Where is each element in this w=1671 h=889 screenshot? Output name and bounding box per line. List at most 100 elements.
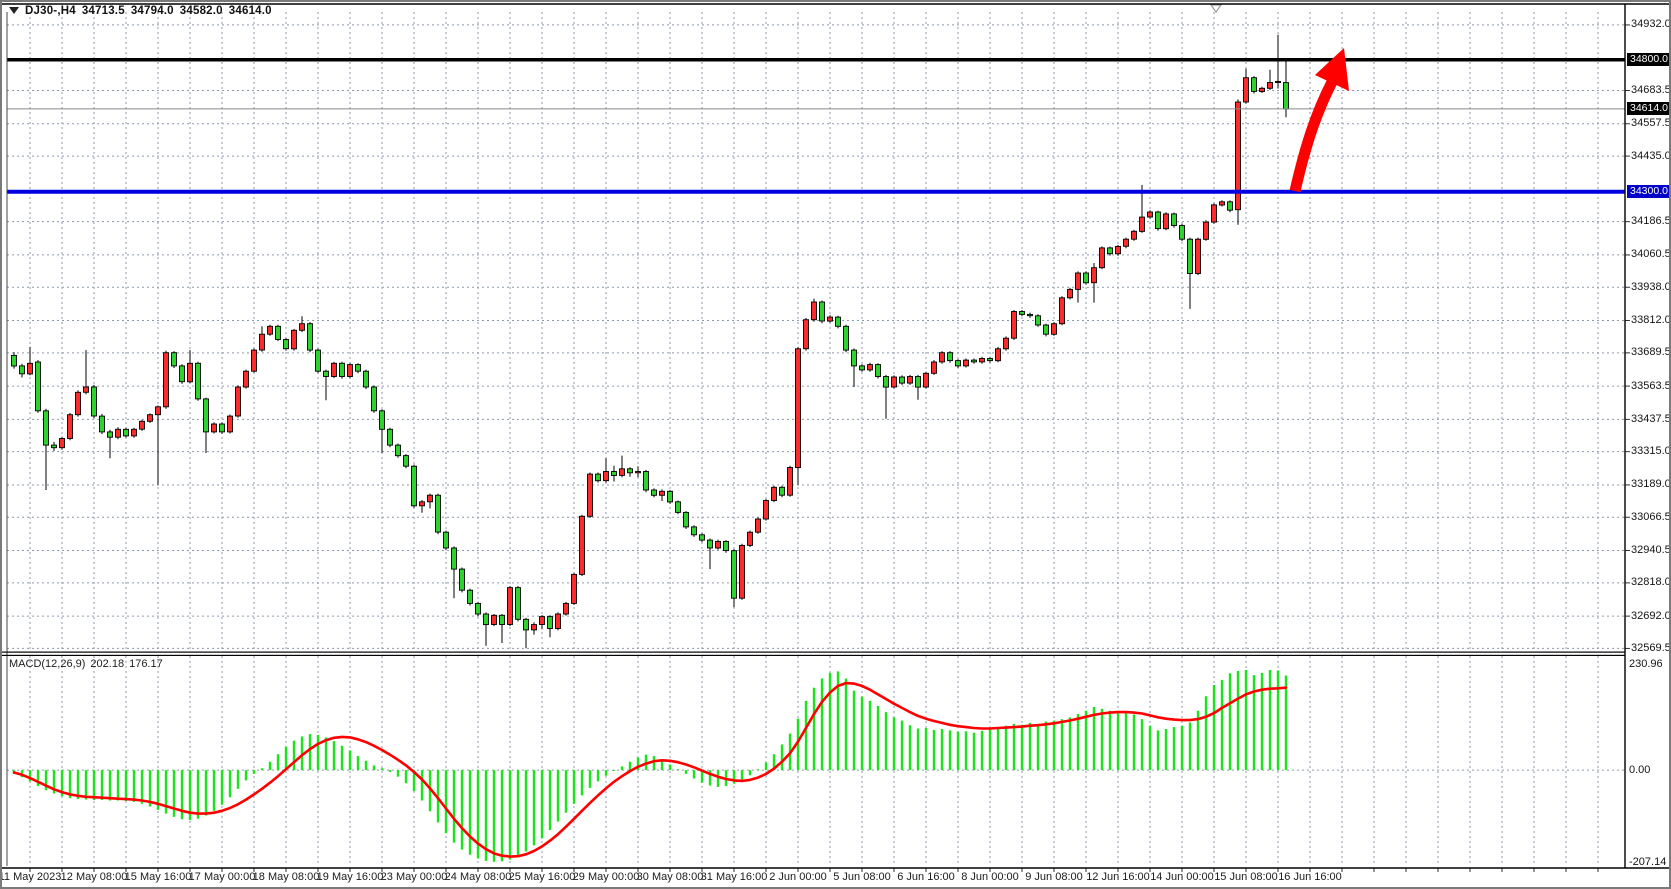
candle-body [227, 415, 233, 433]
candle-body [1203, 221, 1209, 240]
candle-body [523, 618, 529, 631]
candle-body [475, 602, 481, 615]
candle-body [563, 602, 569, 615]
candle-body [1115, 245, 1121, 255]
candle-body [843, 325, 849, 351]
candle-body [115, 428, 121, 438]
candle-body [299, 323, 305, 331]
candle-body [387, 428, 393, 446]
candle-body [363, 370, 369, 388]
candle-body [19, 365, 25, 375]
candle-body [1155, 211, 1161, 230]
candle-body [651, 489, 657, 496]
macd-signal-line [12, 681, 1288, 858]
candle-body [851, 349, 857, 367]
candle-body [147, 414, 153, 422]
candle-body [459, 568, 465, 591]
candle-body [467, 589, 473, 604]
candle-body [1187, 238, 1193, 274]
candle-body [699, 534, 705, 541]
macd-signal-value: 176.17 [129, 658, 163, 670]
candle-body [787, 467, 793, 496]
candle-body [1219, 201, 1225, 206]
candlestick-series [11, 34, 1289, 649]
candle-body [1147, 211, 1153, 218]
candle-body [1043, 324, 1049, 335]
candle-body [1235, 101, 1241, 211]
candle-body [763, 500, 769, 520]
candle-body [251, 349, 257, 372]
candle-body [1083, 272, 1089, 284]
candle-body [123, 428, 129, 437]
candle-body [51, 444, 57, 449]
candle-body [979, 358, 985, 363]
candle-body [43, 410, 49, 446]
candle-body [451, 547, 457, 570]
candle-body [939, 352, 945, 363]
candle-body [1107, 247, 1113, 255]
candle-body [995, 348, 1001, 362]
candle-body [691, 526, 697, 536]
ohlc-low: 34582.0 [179, 5, 223, 17]
candle-body [107, 431, 113, 438]
candle-body [99, 415, 105, 433]
candle-body [1211, 204, 1217, 223]
candle-body [707, 539, 713, 549]
candle-body [187, 362, 193, 383]
ohlc-high: 34794.0 [130, 5, 174, 17]
candle-body [771, 486, 777, 501]
candle-body [859, 365, 865, 371]
candle-body [1075, 272, 1081, 290]
candle-body [75, 391, 81, 416]
candle-body [1283, 82, 1289, 110]
candle-body [379, 410, 385, 430]
candle-body [1259, 87, 1265, 92]
candle-body [435, 494, 441, 533]
candle-body [59, 438, 65, 449]
candle-body [795, 348, 801, 469]
candle-body [659, 490, 665, 496]
panel-separator [2, 651, 1625, 653]
candle-body [11, 354, 17, 367]
macd-histogram [12, 670, 1288, 862]
candle-body [987, 358, 993, 362]
macd-indicator-label: MACD(12,26,9) 202.18 176.17 [9, 658, 168, 670]
candle-body [139, 420, 145, 430]
candle-body [803, 319, 809, 350]
trend-arrow-annotation[interactable] [1289, 48, 1349, 193]
candle-body [875, 364, 881, 377]
candle-body [779, 486, 785, 496]
candle-body [1243, 77, 1249, 103]
candle-body [491, 614, 497, 625]
candle-body [315, 349, 321, 372]
candle-body [1123, 238, 1129, 247]
candle-body [611, 471, 617, 476]
candle-body [219, 423, 225, 433]
candle-body [291, 329, 297, 350]
candle-body [507, 587, 513, 625]
symbol-dropdown-icon[interactable] [9, 7, 19, 15]
candle-body [355, 364, 361, 372]
candle-body [1003, 337, 1009, 350]
candle-body [811, 301, 817, 321]
candle-body [163, 352, 169, 408]
candle-body [67, 414, 73, 439]
candle-body [1163, 213, 1169, 230]
candle-body [499, 614, 505, 625]
candle-body [1011, 311, 1017, 339]
candle-body [35, 361, 41, 412]
candle-body [1131, 230, 1137, 240]
candle-body [907, 376, 913, 384]
candle-body [267, 325, 273, 335]
candle-body [899, 376, 905, 384]
ohlc-open: 34713.5 [81, 5, 125, 17]
candle-body [947, 352, 953, 362]
candle-body [819, 301, 825, 322]
candle-body [83, 386, 89, 393]
candle-body [571, 573, 577, 604]
candle-body [715, 540, 721, 549]
candle-body [867, 364, 873, 371]
candle-body [347, 364, 353, 377]
candle-body [923, 372, 929, 388]
